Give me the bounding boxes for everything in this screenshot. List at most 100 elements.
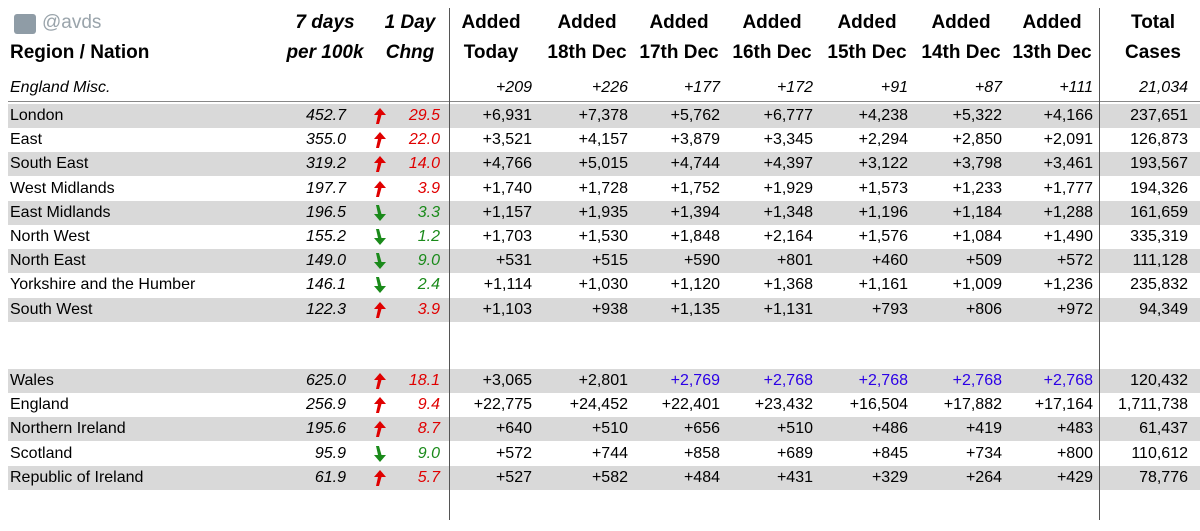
table-row [8,152,1200,176]
added-value: +1,184 [952,204,1002,221]
change-value: 14.0 [408,155,440,172]
table-row [8,249,1200,273]
arrow-up-icon [372,107,388,125]
added-header-line1: Added [1022,12,1082,33]
arrow-down-icon [372,445,388,463]
table-row [8,104,1200,128]
misc-value: +91 [880,79,908,96]
added-value: +3,461 [1043,155,1093,172]
added-value: +734 [965,445,1002,462]
added-value: +23,432 [754,396,813,413]
change-value: 9.0 [417,252,440,269]
change-value: 22.0 [408,131,440,148]
added-value: +1,161 [858,276,908,293]
added-value: +4,397 [763,155,813,172]
added-value: +509 [965,252,1002,269]
change-value: 3.3 [417,204,440,221]
added-value: +1,530 [578,228,628,245]
total-value: 120,432 [1130,372,1188,389]
added-value: +1,935 [578,204,628,221]
added-value: +845 [871,445,908,462]
added-value: +2,768 [952,372,1002,389]
added-value: +1,233 [952,180,1002,197]
added-value: +1,576 [858,228,908,245]
region-name: East [10,131,43,148]
region-name: South West [10,301,93,318]
added-header-line1: Added [557,12,617,33]
total-value: 237,651 [1130,107,1188,124]
change-value: 3.9 [417,301,440,318]
added-value: +531 [495,252,532,269]
per100k-value: 149.0 [305,252,346,269]
total-value: 61,437 [1139,420,1188,437]
added-value: +1,394 [670,204,720,221]
added-value: +4,766 [482,155,532,172]
added-value: +429 [1056,469,1093,486]
arrow-up-icon [372,469,388,487]
added-value: +858 [683,445,720,462]
added-value: +793 [871,301,908,318]
per100k-value: 146.1 [305,276,346,293]
added-value: +4,157 [578,131,628,148]
added-value: +806 [965,301,1002,318]
added-value: +801 [776,252,813,269]
added-value: +2,091 [1043,131,1093,148]
added-value: +1,929 [763,180,813,197]
region-name: Wales [10,372,54,389]
per100k-value: 197.7 [305,180,346,197]
misc-label: England Misc. [10,79,111,96]
added-header-line1: Added [461,12,521,33]
region-name: Yorkshire and the Humber [10,276,196,293]
added-value: +590 [683,252,720,269]
added-value: +1,728 [578,180,628,197]
region-name: London [10,107,64,124]
total-value: 78,776 [1139,469,1188,486]
table-row [8,298,1200,322]
added-header-line2: 15th Dec [827,42,907,63]
added-value: +1,114 [483,276,532,293]
misc-value: +226 [591,79,628,96]
added-value: +7,378 [578,107,628,124]
added-value: +1,120 [670,276,720,293]
added-value: +1,777 [1043,180,1093,197]
header-divider [8,101,1200,102]
change-value: 18.1 [408,372,440,389]
change-value: 2.4 [417,276,440,293]
total-value: 110,612 [1131,445,1188,462]
added-value: +510 [776,420,813,437]
added-value: +2,801 [578,372,628,389]
table-row [8,369,1200,393]
misc-value: +209 [495,79,532,96]
added-value: +938 [591,301,628,318]
added-value: +744 [591,445,628,462]
change-value: 1.2 [417,228,440,245]
added-value: +1,030 [578,276,628,293]
added-value: +4,238 [858,107,908,124]
per100k-value: 155.2 [305,228,346,245]
added-value: +22,775 [473,396,532,413]
region-name: Scotland [10,445,73,462]
added-value: +3,879 [670,131,720,148]
per100k-value: 195.6 [305,420,346,437]
arrow-up-icon [372,372,388,390]
chng-header-line2: Chng [385,42,435,63]
added-header-line2: 18th Dec [547,42,627,63]
region-name: West Midlands [10,180,115,197]
added-value: +17,164 [1034,396,1093,413]
region-name: North East [10,252,86,269]
added-value: +2,850 [952,131,1002,148]
added-value: +1,490 [1043,228,1093,245]
added-value: +1,084 [952,228,1002,245]
added-value: +1,573 [858,180,908,197]
added-value: +572 [1056,252,1093,269]
total-value: 111,128 [1132,252,1188,269]
table-row [8,417,1200,441]
arrow-up-icon [372,180,388,198]
chng-header-line1: 1 Day [384,12,436,33]
arrow-down-icon [372,228,388,246]
change-value: 8.7 [417,420,440,437]
table-row [8,201,1200,225]
added-value: +24,452 [569,396,628,413]
total-value: 235,832 [1130,276,1188,293]
total-value: 1,711,738 [1118,396,1188,413]
